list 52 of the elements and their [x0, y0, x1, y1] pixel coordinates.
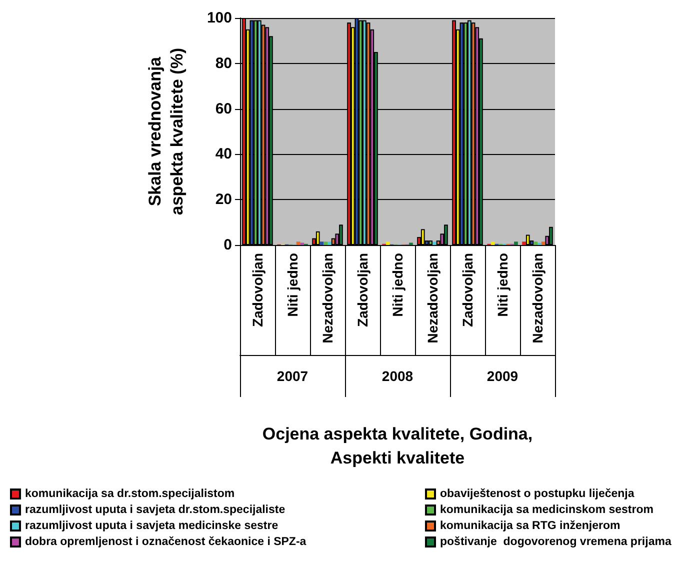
bar — [428, 240, 432, 245]
y-tick-label: 0 — [224, 236, 232, 254]
bar — [420, 229, 425, 245]
bar — [464, 22, 468, 245]
bar — [261, 24, 266, 245]
bar — [296, 242, 300, 245]
bar — [471, 22, 476, 245]
bar — [328, 242, 332, 245]
y-tick-label: 60 — [215, 100, 232, 118]
text: 2008 — [382, 368, 414, 384]
legend-label: poštivanje dogovorenog vremena prijama — [440, 536, 672, 548]
x-tick-label: Nezadovoljan — [530, 253, 546, 344]
bar — [490, 242, 495, 245]
y-tick-label: 40 — [215, 146, 232, 163]
bar — [522, 242, 526, 245]
bar — [541, 242, 546, 245]
legend-label: razumljivost uputa i savjeta dr.stom.specijaliste — [25, 504, 286, 516]
x-tick-label: Zadovoljan — [354, 253, 370, 327]
x-axis-title: Ocjena aspekta kvalitete, Godina, Aspekti kvalitete — [262, 424, 533, 468]
legend-label: komunikacija sa dr.stom.specijalistom — [25, 488, 235, 500]
bar — [534, 242, 538, 245]
bar — [320, 242, 324, 245]
x-tick-label: Zadovoljan — [250, 253, 266, 327]
x-tick-label: Niti jedno — [284, 253, 300, 317]
bar — [549, 226, 553, 245]
x-tick-label: Nezadovoljan — [424, 253, 440, 344]
y-tick-label: 20 — [215, 191, 232, 208]
bar — [265, 27, 270, 245]
bar — [316, 231, 320, 245]
text: 2007 — [276, 368, 308, 384]
text: 2009 — [486, 368, 518, 384]
bar — [366, 22, 370, 245]
bar — [514, 242, 518, 245]
bar — [339, 224, 343, 245]
bar — [526, 234, 530, 245]
legend-label: dobra opremljenost i označenost čekaonice i SPZ-a — [25, 536, 307, 548]
legend-label: razumljivost uputa i savjeta medicinske sestre — [25, 520, 278, 532]
legend-label: komunikacija sa medicinskom sestrom — [440, 504, 654, 516]
y-tick-label: 80 — [215, 54, 232, 72]
y-tick-label: 100 — [206, 10, 232, 26]
legend-label: obaviještenost o postupku liječenja — [440, 488, 635, 500]
x-tick-label: Zadovoljan — [460, 253, 476, 327]
x-tick-label: Niti jedno — [390, 253, 406, 317]
x-tick-label: Nezadovoljan — [320, 253, 336, 344]
bar — [324, 242, 328, 245]
legend-label: komunikacija sa RTG inženjerom — [440, 520, 620, 532]
bar — [460, 22, 464, 245]
bar — [444, 224, 448, 245]
y-axis-title: Skala vrednovanja aspekta kvalitete (%) — [146, 48, 186, 216]
bar — [432, 242, 436, 245]
x-tick-label: Niti jedno — [494, 253, 510, 317]
bar — [386, 242, 390, 245]
